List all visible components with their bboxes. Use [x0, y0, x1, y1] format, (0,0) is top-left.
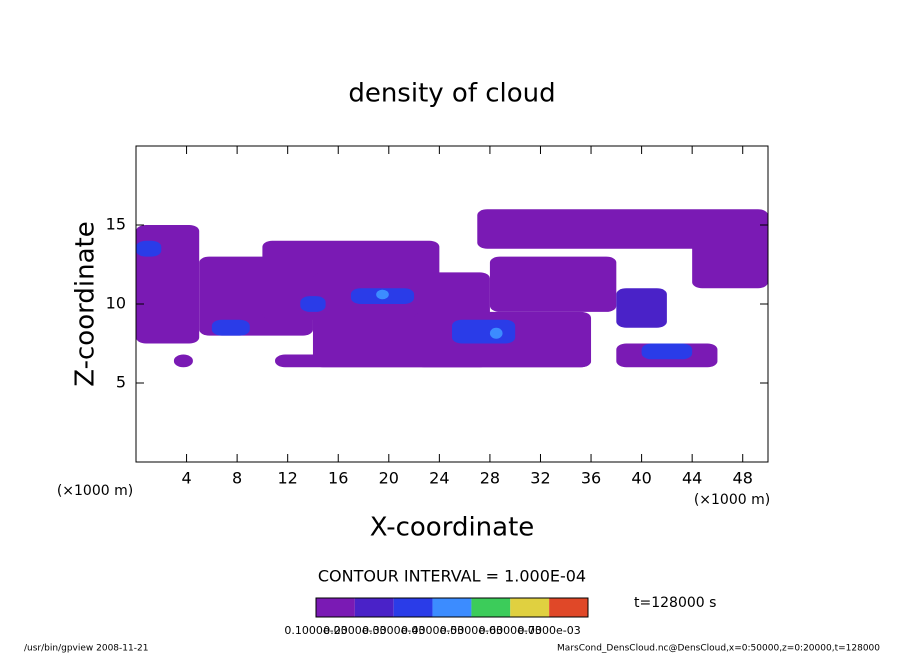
- x-tick-label: 28: [480, 469, 500, 488]
- colorbar-label: 0.7000e-03: [518, 624, 581, 637]
- x-tick-label: 24: [429, 469, 449, 488]
- x-tick-label: 12: [278, 469, 298, 488]
- x-tick-label: 16: [328, 469, 348, 488]
- cloud-region: [136, 240, 162, 257]
- colorbar-label: 0.1000e-03: [284, 624, 347, 637]
- colorbar-segment: [354, 598, 394, 617]
- x-tick-label: 4: [181, 469, 191, 488]
- colorbar-segment: [549, 598, 588, 617]
- cloud-region: [692, 225, 768, 289]
- y-tick-label: 15: [106, 215, 126, 234]
- cloud-region: [173, 354, 193, 368]
- cloud-region: [489, 256, 617, 312]
- x-tick-label: 36: [581, 469, 601, 488]
- cloud-region: [300, 296, 326, 312]
- x-tick-label: 44: [682, 469, 702, 488]
- footer-left: /usr/bin/gpview 2008-11-21: [24, 644, 148, 654]
- colorbar-segment: [393, 598, 433, 617]
- colorbar-label: 0.4000e-03: [401, 624, 464, 637]
- x-tick-label: 40: [631, 469, 651, 488]
- y-axis-label: Z-coordinate: [71, 221, 101, 386]
- colorbar-segment: [316, 598, 355, 617]
- cloud-region: [211, 319, 250, 336]
- x-unit: (×1000 m): [694, 492, 770, 508]
- colorbar-segment: [432, 598, 472, 617]
- time-label: t=128000 s: [634, 595, 716, 611]
- y-tick-label: 5: [116, 373, 126, 392]
- x-tick-label: 32: [530, 469, 550, 488]
- cloud-region: [616, 288, 667, 328]
- contour-interval: CONTOUR INTERVAL = 1.000E-04: [318, 567, 586, 586]
- cloud-region: [376, 289, 389, 300]
- cloud-region: [452, 319, 516, 344]
- colorbar-label: 0.2000e-03: [323, 624, 386, 637]
- cloud-region: [641, 343, 693, 360]
- cloud-region: [489, 327, 503, 339]
- colorbar-segment: [510, 598, 550, 617]
- colorbar-label: 0.3000e-03: [362, 624, 425, 637]
- colorbar-label: 0.6000e-03: [479, 624, 542, 637]
- footer-right: MarsCond_DensCloud.nc@DensCloud,x=0:5000…: [557, 644, 880, 654]
- colorbar-segment: [471, 598, 511, 617]
- cloud-region: [275, 354, 592, 368]
- colorbar-frame: [315, 597, 589, 618]
- x-tick-label: 48: [733, 469, 753, 488]
- colorbar-label: 0.5000e-03: [440, 624, 503, 637]
- y-tick-label: 10: [106, 294, 126, 313]
- x-tick-label: 20: [379, 469, 399, 488]
- y-unit: (×1000 m): [57, 483, 133, 499]
- x-axis-label: X-coordinate: [370, 513, 535, 543]
- chart-title: density of cloud: [348, 79, 555, 109]
- x-tick-label: 8: [232, 469, 242, 488]
